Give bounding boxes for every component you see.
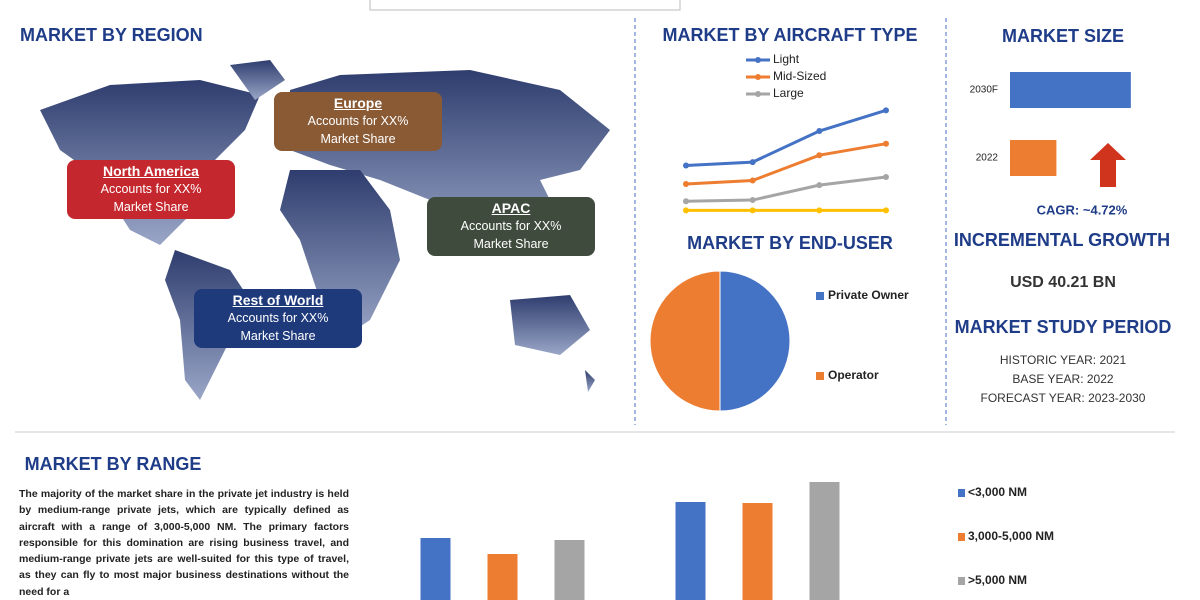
incremental-value: USD 40.21 BN — [1010, 274, 1116, 291]
region-text: Accounts for XX% — [100, 182, 202, 196]
region-callout: Europe Accounts for XX% Market Share — [274, 92, 442, 151]
legend-swatch — [755, 57, 761, 63]
region-name: Europe — [333, 95, 383, 111]
bar — [420, 538, 451, 600]
region-callout: Rest of World Accounts for XX% Market Shar… — [194, 289, 362, 348]
line-point — [883, 174, 889, 181]
region-callout: APAC Accounts for XX% Market Share — [427, 197, 595, 256]
legend-label: Large — [773, 86, 804, 100]
top-tab — [369, 0, 681, 11]
line-point — [816, 152, 823, 159]
region-text: Accounts for XX% — [307, 114, 409, 128]
growth-arrow — [1090, 143, 1126, 187]
chart-title: MARKET BY END-USER — [687, 233, 893, 253]
line-point — [883, 107, 889, 114]
region-name: Rest of World — [232, 292, 324, 308]
line-point — [749, 207, 756, 214]
region-text: Market Share — [473, 237, 549, 251]
chart-title: MARKET BY RANGE — [25, 454, 202, 474]
region-text: Accounts for XX% — [227, 311, 329, 325]
region-name: North America — [103, 163, 199, 179]
bar — [487, 554, 518, 600]
line-point — [816, 128, 823, 135]
bar — [1010, 140, 1057, 176]
region-name: APAC — [491, 200, 531, 216]
legend-label: Private Owner — [828, 288, 909, 302]
line-point — [683, 207, 689, 214]
section-title: INCREMENTAL GROWTH — [954, 230, 1170, 250]
period-line: FORECAST YEAR: 2023-2030 — [981, 391, 1146, 405]
legend-swatch — [958, 489, 965, 497]
line-point — [683, 180, 689, 187]
region-text: Market Share — [320, 132, 396, 146]
line-series — [685, 142, 887, 186]
section-title: MARKET BY REGION — [20, 25, 203, 45]
bar — [675, 502, 706, 600]
region-callout: North America Accounts for XX% Market Shar… — [67, 160, 235, 219]
legend-swatch — [755, 74, 761, 80]
cagr: CAGR: ~4.72% — [1037, 202, 1128, 217]
bar — [809, 482, 840, 600]
line-point — [883, 140, 889, 147]
pie-slice — [649, 270, 721, 412]
section-title: MARKET SIZE — [1002, 26, 1124, 46]
bar — [554, 540, 585, 600]
range-description: The majority of the market share in the … — [19, 488, 349, 598]
y-tick-label: 2022 — [976, 153, 999, 164]
legend-label: Light — [773, 52, 800, 66]
legend-label: Mid-Sized — [773, 69, 826, 83]
line-point — [749, 177, 756, 184]
legend-swatch — [958, 533, 965, 541]
legend-label: <3,000 NM — [968, 485, 1027, 499]
legend-swatch — [755, 91, 761, 97]
line-point — [816, 207, 823, 214]
line-point — [749, 197, 756, 204]
region-text: Accounts for XX% — [460, 219, 562, 233]
pie-slice — [719, 270, 791, 412]
line-series — [685, 175, 887, 203]
line-point — [683, 162, 689, 169]
period-line: HISTORIC YEAR: 2021 — [1000, 353, 1127, 367]
legend-label: 3,000-5,000 NM — [968, 529, 1054, 543]
chart-title: MARKET BY AIRCRAFT TYPE — [662, 25, 917, 45]
line-point — [883, 207, 889, 214]
legend-swatch — [816, 292, 824, 300]
bar — [742, 503, 773, 600]
section-title: MARKET STUDY PERIOD — [955, 317, 1172, 337]
line-point — [816, 182, 823, 189]
line-point — [749, 159, 756, 166]
bar — [1010, 72, 1131, 108]
legend-label: >5,000 NM — [968, 573, 1027, 587]
region-text: Market Share — [113, 200, 189, 214]
legend-label: Operator — [828, 368, 879, 382]
region-text: Market Share — [240, 329, 316, 343]
legend-swatch — [958, 577, 965, 585]
period-line: BASE YEAR: 2022 — [1012, 372, 1114, 386]
y-tick-label: 2030F — [970, 85, 998, 96]
legend-swatch — [816, 372, 824, 380]
line-point — [683, 198, 689, 205]
line-series — [685, 108, 887, 168]
